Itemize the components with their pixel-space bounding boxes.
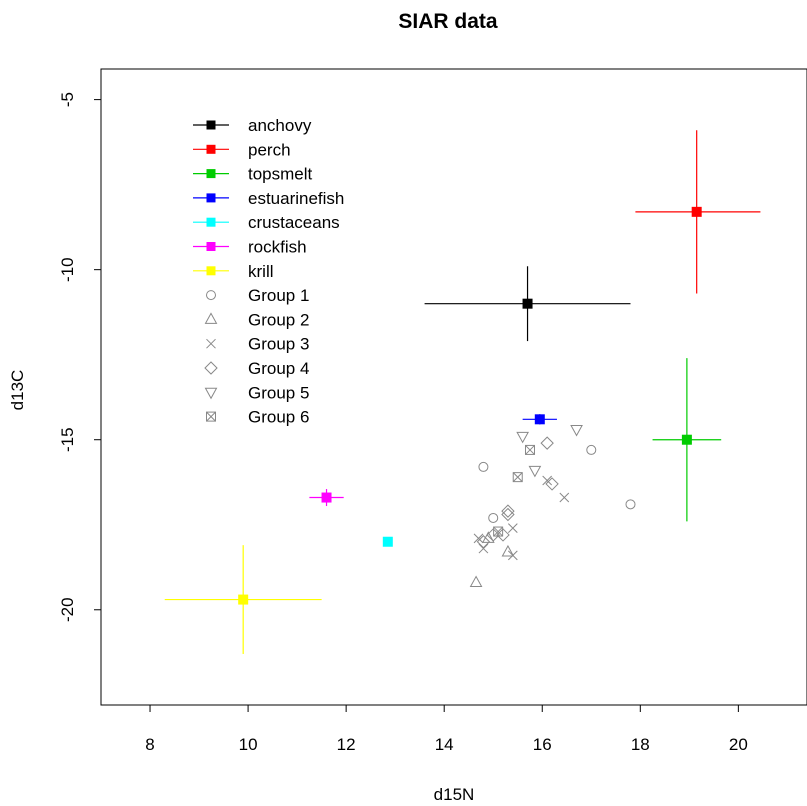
legend-item-crustaceans: crustaceans bbox=[193, 213, 340, 232]
group-point bbox=[476, 535, 491, 549]
legend-symbol bbox=[204, 361, 218, 375]
legend-swatch bbox=[206, 120, 216, 130]
legend-label: anchovy bbox=[248, 116, 312, 135]
legend-item-group: Group 5 bbox=[204, 383, 309, 402]
x-tick-label: 16 bbox=[533, 735, 552, 754]
group-point bbox=[524, 444, 535, 455]
legend-item-group: Group 2 bbox=[204, 310, 309, 329]
legend-symbol bbox=[204, 312, 218, 324]
legend-label: Group 4 bbox=[248, 359, 309, 378]
source-topsmelt bbox=[652, 358, 722, 522]
legend-label: krill bbox=[248, 262, 274, 281]
y-tick-label: -15 bbox=[58, 427, 77, 452]
x-axis-label: d15N bbox=[434, 785, 475, 804]
legend-item-perch: perch bbox=[193, 140, 291, 159]
group-point bbox=[473, 533, 484, 544]
legend-label: rockfish bbox=[248, 238, 307, 257]
group-point bbox=[542, 475, 553, 486]
legend-item-anchovy: anchovy bbox=[193, 116, 312, 135]
legend-symbol bbox=[206, 338, 216, 349]
x-tick-label: 20 bbox=[729, 735, 748, 754]
group-point bbox=[478, 543, 489, 554]
source-anchovy bbox=[424, 266, 631, 342]
x-tick-label: 14 bbox=[435, 735, 454, 754]
x-tick-label: 8 bbox=[145, 735, 154, 754]
legend-label: topsmelt bbox=[248, 165, 313, 184]
legend-label: Group 2 bbox=[248, 310, 309, 329]
legend-label: Group 5 bbox=[248, 383, 309, 402]
source-rockfish bbox=[309, 489, 344, 507]
y-tick-label: -20 bbox=[58, 597, 77, 622]
group-point bbox=[469, 575, 483, 588]
group-point bbox=[507, 550, 518, 561]
group-point bbox=[516, 431, 529, 444]
source-mean-marker bbox=[534, 414, 545, 425]
group-points bbox=[469, 425, 636, 588]
legend-swatch bbox=[206, 242, 216, 251]
legend-item-group: Group 1 bbox=[206, 286, 309, 305]
x-tick-label: 12 bbox=[337, 735, 356, 754]
legend-item-topsmelt: topsmelt bbox=[193, 165, 313, 184]
legend-label: Group 6 bbox=[248, 408, 309, 427]
group-point bbox=[545, 477, 559, 491]
legend-symbol bbox=[206, 411, 216, 422]
legend-item-group: Group 6 bbox=[206, 408, 309, 427]
legend-swatch bbox=[206, 217, 216, 227]
group-point bbox=[586, 444, 597, 455]
group-point bbox=[493, 526, 504, 537]
group-point bbox=[559, 492, 570, 503]
legend-swatch bbox=[206, 193, 216, 203]
legend-label: Group 3 bbox=[248, 335, 309, 354]
plot-frame bbox=[100, 68, 807, 706]
source-mean-marker bbox=[321, 492, 332, 503]
source-crustaceans bbox=[382, 536, 393, 547]
source-mean-marker bbox=[691, 206, 702, 217]
group-point bbox=[501, 507, 515, 522]
source-krill bbox=[164, 545, 322, 654]
source-perch bbox=[635, 130, 761, 294]
x-tick-label: 10 bbox=[239, 735, 258, 754]
group-point bbox=[540, 436, 554, 450]
x-tick-label: 18 bbox=[631, 735, 650, 754]
source-mean-marker bbox=[382, 536, 393, 547]
legend-item-estuarinefish: estuarinefish bbox=[193, 189, 344, 208]
legend-item-group: Group 3 bbox=[206, 335, 309, 354]
legend-swatch bbox=[206, 266, 216, 276]
legend-item-krill: krill bbox=[193, 262, 274, 281]
y-axis-label: d13C bbox=[8, 370, 27, 411]
group-point bbox=[528, 465, 542, 478]
chart-title: SIAR data bbox=[398, 10, 498, 33]
y-tick-label: -10 bbox=[58, 257, 77, 282]
source-markers bbox=[164, 130, 761, 654]
legend-label: estuarinefish bbox=[248, 189, 344, 208]
legend: anchovy perch topsmelt estuarinefish crustac… bbox=[193, 116, 344, 427]
legend-label: Group 1 bbox=[248, 286, 309, 305]
legend-label: crustaceans bbox=[248, 213, 340, 232]
source-mean-marker bbox=[238, 594, 249, 605]
legend-swatch bbox=[206, 144, 216, 154]
group-point bbox=[512, 472, 523, 483]
source-mean-marker bbox=[681, 434, 692, 445]
legend-symbol bbox=[206, 290, 216, 301]
group-point bbox=[478, 461, 489, 472]
legend-item-rockfish: rockfish bbox=[193, 238, 307, 257]
legend-symbol bbox=[204, 387, 218, 400]
group-point bbox=[488, 512, 499, 523]
y-tick-label: -5 bbox=[58, 92, 77, 107]
source-estuarinefish bbox=[522, 414, 557, 425]
x-axis: 8 10 12 14 16 18 20 bbox=[145, 705, 748, 754]
group-point bbox=[501, 544, 515, 557]
group-point bbox=[501, 504, 515, 518]
group-point bbox=[625, 499, 636, 510]
group-point bbox=[570, 425, 583, 437]
y-axis: -5 -10 -15 -20 bbox=[58, 92, 101, 622]
legend-swatch bbox=[206, 169, 216, 179]
group-point bbox=[507, 523, 518, 533]
legend-item-group: Group 4 bbox=[204, 359, 309, 378]
source-mean-marker bbox=[522, 298, 533, 309]
legend-label: perch bbox=[248, 140, 291, 159]
